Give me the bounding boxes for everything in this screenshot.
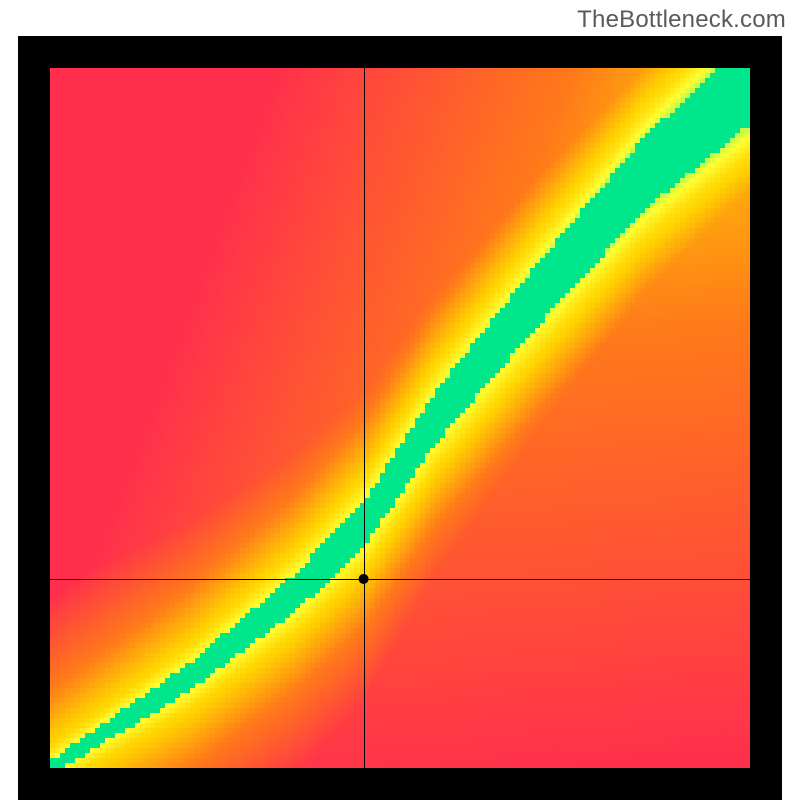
plot-black-border — [18, 36, 782, 800]
watermark-text: TheBottleneck.com — [577, 6, 786, 34]
image-root: TheBottleneck.com — [0, 0, 800, 800]
crosshair-overlay — [50, 68, 750, 768]
